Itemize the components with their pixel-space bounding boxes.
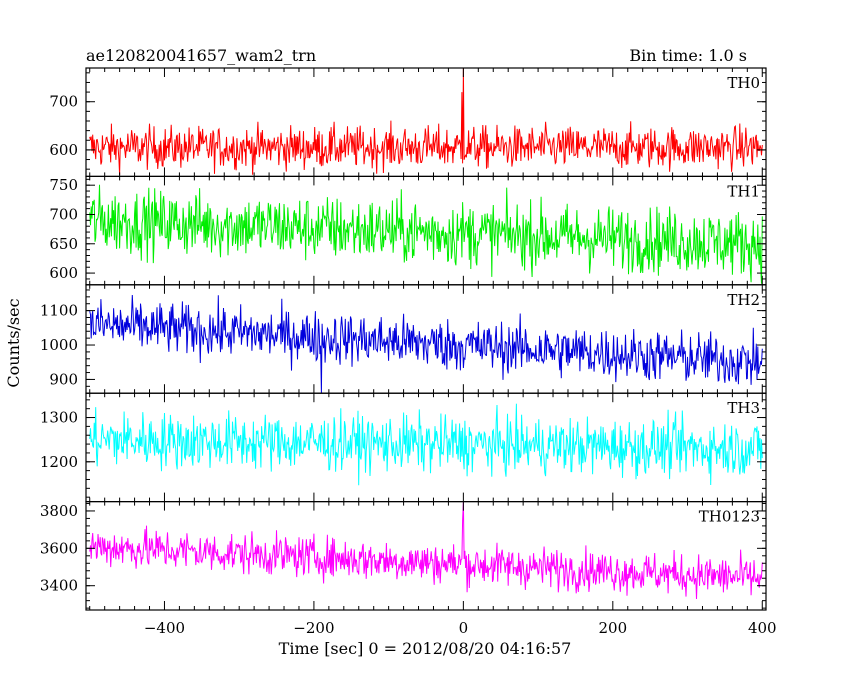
x-tick-label: −400 bbox=[144, 619, 185, 637]
y-tick-label: 650 bbox=[49, 235, 78, 253]
y-tick-label: 3600 bbox=[40, 539, 78, 557]
y-tick-label: 600 bbox=[49, 141, 78, 159]
panel-th3: 1200 1300 TH3 bbox=[40, 392, 767, 503]
panels-group: 600 700 TH0 600 650 700 750 TH1 900 1000 1100 TH2 12… bbox=[40, 67, 767, 611]
panel-label: TH3 bbox=[727, 399, 760, 417]
x-tick-label: 400 bbox=[748, 619, 777, 637]
y-tick-label: 1000 bbox=[40, 336, 78, 354]
y-tick-label: 1300 bbox=[40, 409, 78, 427]
x-axis: −400 −200 0 200 400 bbox=[144, 619, 777, 637]
x-axis-label: Time [sec] 0 = 2012/08/20 04:16:57 bbox=[279, 639, 572, 658]
panel-label: TH1 bbox=[727, 182, 760, 200]
panel-label: TH2 bbox=[727, 291, 760, 309]
series-line-th0 bbox=[89, 67, 763, 176]
y-tick-label: 3400 bbox=[40, 577, 78, 595]
series-line-th1 bbox=[89, 184, 763, 284]
series-line-th0123 bbox=[89, 501, 763, 600]
y-tick-label: 700 bbox=[49, 205, 78, 223]
x-tick-label: 200 bbox=[598, 619, 627, 637]
panel-th0123: 3400 3600 3800 TH0123 bbox=[40, 501, 767, 611]
y-tick-label: 700 bbox=[49, 93, 78, 111]
panel-th0: 600 700 TH0 bbox=[49, 67, 767, 178]
chart-title: ae120820041657_wam2_trn bbox=[86, 46, 316, 65]
y-tick-label: 900 bbox=[49, 370, 78, 388]
panel-th2: 900 1000 1100 TH2 bbox=[40, 284, 767, 394]
series-line-th2 bbox=[89, 294, 763, 394]
panel-label: TH0123 bbox=[699, 508, 760, 526]
x-tick-label: −200 bbox=[293, 619, 334, 637]
y-tick-label: 600 bbox=[49, 264, 78, 282]
x-tick-label: 0 bbox=[459, 619, 469, 637]
y-tick-label: 1200 bbox=[40, 453, 78, 471]
series-line-th3 bbox=[89, 403, 763, 486]
panel-th1: 600 650 700 750 TH1 bbox=[49, 175, 767, 286]
y-tick-label: 750 bbox=[49, 176, 78, 194]
y-tick-label: 3800 bbox=[40, 502, 78, 520]
bin-time-label: Bin time: 1.0 s bbox=[629, 46, 747, 65]
y-tick-label: 1100 bbox=[40, 302, 78, 320]
y-axis-label: Counts/sec bbox=[4, 298, 23, 387]
panel-label: TH0 bbox=[727, 74, 760, 92]
